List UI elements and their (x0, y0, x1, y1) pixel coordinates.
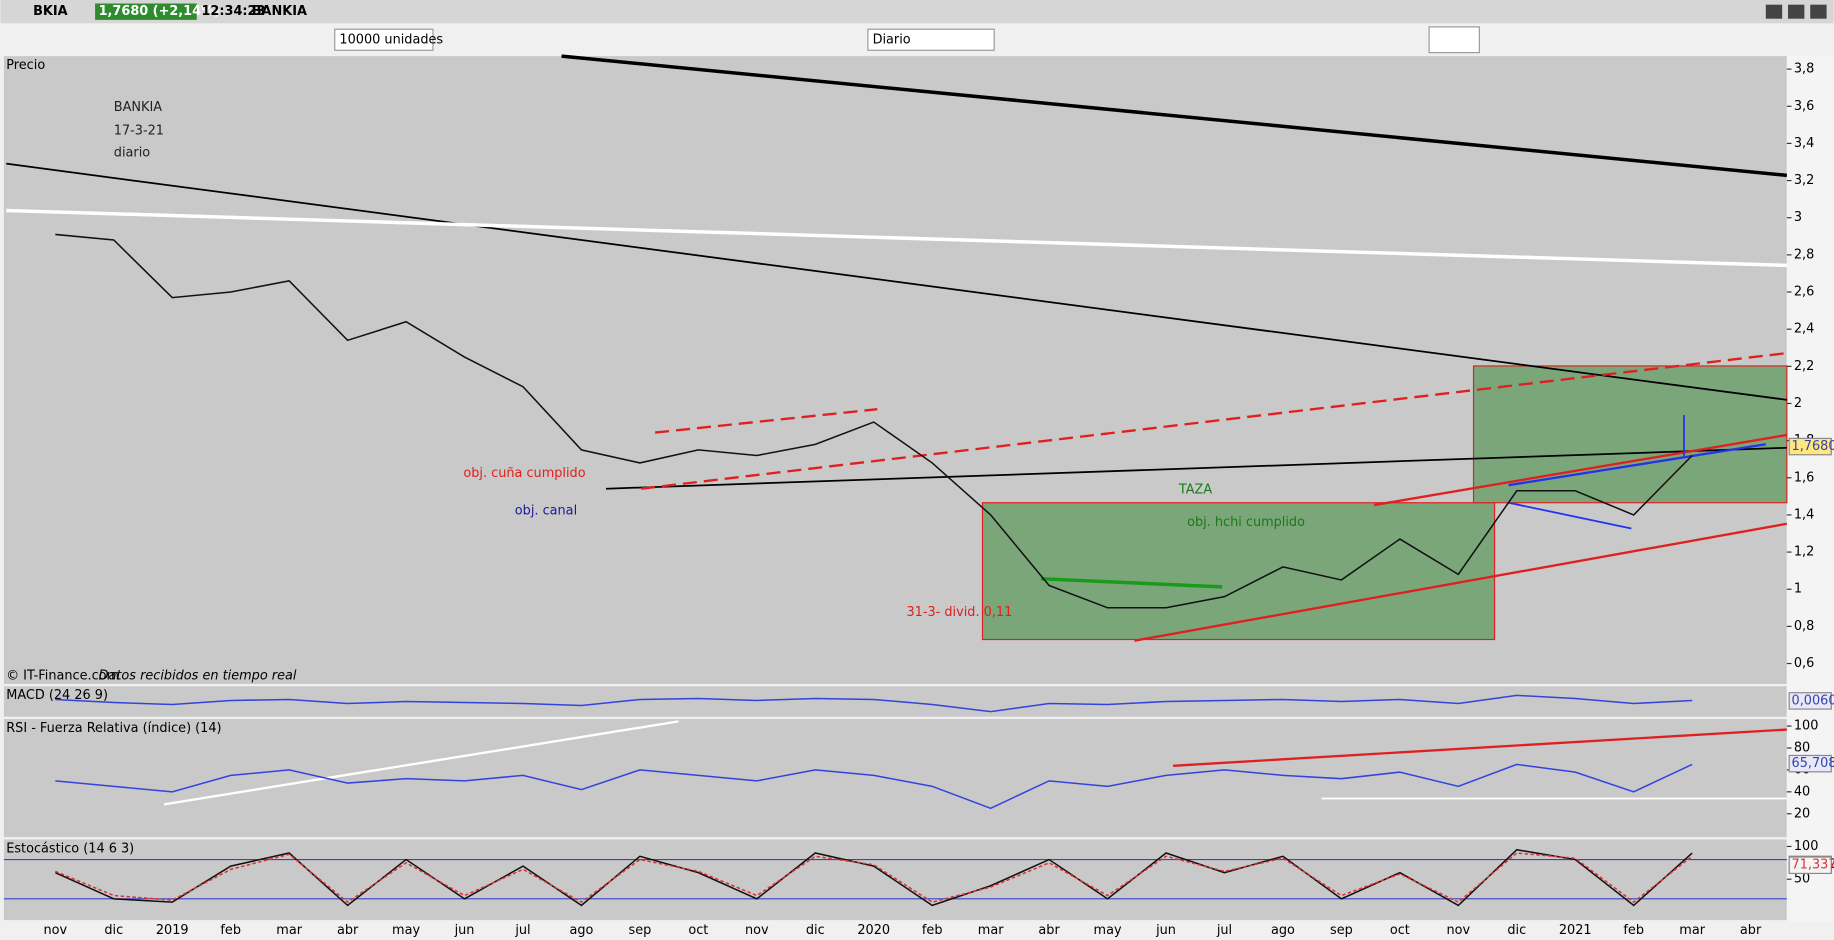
last-value-box (1788, 856, 1832, 874)
last-value: 0,0060 (1792, 693, 1834, 708)
y-tick-label: 2,6 (1794, 285, 1814, 300)
x-tick-label: dic (1507, 923, 1526, 938)
y-tick-label: 3,8 (1794, 62, 1814, 77)
window-button[interactable] (1765, 4, 1783, 19)
x-tick-label: mar (276, 923, 302, 938)
last-value: 1,7680 (1792, 439, 1834, 454)
x-tick-label: nov (1446, 923, 1470, 938)
x-tick-label: may (392, 923, 420, 938)
annotation: TAZA (1178, 482, 1212, 497)
y-tick-label: 2,8 (1794, 247, 1814, 262)
x-tick-label: oct (688, 923, 708, 938)
series-line (55, 694, 1693, 713)
annotation: obj. cuña cumplido (463, 466, 585, 481)
y-tick-label: 100 (1794, 839, 1819, 854)
annotation: obj. canal (515, 503, 577, 518)
credit: © IT-Finance.com (6, 668, 119, 683)
last-value: 65,708 (1792, 756, 1834, 771)
x-tick-label: ago (1271, 923, 1295, 938)
y-tick-label: 1,4 (1794, 507, 1814, 522)
x-tick-label: jun (1155, 923, 1176, 938)
x-tick-label: sep (1330, 923, 1353, 938)
annotation: obj. hchi cumplido (1187, 515, 1305, 530)
y-tick-label: 40 (1794, 784, 1810, 799)
name: BANKIA (252, 4, 307, 19)
annotations: BANKIA 17-3-21 diario obj. cuña cumplido… (6, 100, 1305, 683)
series-line (55, 763, 1693, 810)
annotation: 17-3-21 (114, 123, 164, 138)
x-tick-label: jul (1216, 923, 1232, 938)
x-tick-label: feb (1623, 923, 1644, 938)
last-value-box (1788, 754, 1832, 773)
quantity-select[interactable] (334, 28, 434, 51)
x-tick-label: mar (1679, 923, 1705, 938)
y-tick-label: 2 (1794, 396, 1802, 411)
y-tick-label: 100 (1794, 719, 1819, 734)
y-tick-label: 2,2 (1794, 359, 1814, 374)
credit-note: Datos recibidos en tiempo real (99, 668, 297, 683)
panel-title: Estocástico (14 6 3) (6, 841, 134, 856)
panel-title: Precio (6, 58, 45, 73)
y-tick-label: 1,6 (1794, 470, 1814, 485)
quote: 1,7680 (+2,14%) (99, 4, 220, 19)
trendlines (6, 54, 1788, 806)
time: 12:34:23 (201, 4, 265, 19)
panel-title: RSI - Fuerza Relativa (índice) (14) (6, 721, 221, 736)
x-tick-label: nov (44, 923, 68, 938)
period: Diario (873, 32, 911, 47)
x-tick-label: oct (1390, 923, 1410, 938)
x-tick-label: 2019 (156, 923, 189, 938)
y-tick-label: 3,6 (1794, 99, 1814, 114)
x-tick-label: 2021 (1559, 923, 1592, 938)
x-tick-label: abr (1038, 923, 1060, 938)
x-tick-label: feb (220, 923, 241, 938)
y-tick-label: 1,2 (1794, 545, 1814, 560)
x-tick-label: may (1094, 923, 1122, 938)
y-tick-label: 0,8 (1794, 619, 1814, 634)
cup-box (981, 502, 1496, 641)
y-tick-label: 1 (1794, 582, 1802, 597)
y-tick-label: 3 (1794, 210, 1802, 225)
x-tick-label: abr (337, 923, 359, 938)
x-tick-label: jul (514, 923, 530, 938)
chart-style-button[interactable] (1428, 26, 1480, 54)
last-value-box (1788, 437, 1832, 456)
x-tick-label: dic (806, 923, 825, 938)
annotation: BANKIA (114, 100, 162, 115)
symbol: BKIA (33, 4, 68, 19)
quantity: 10000 unidades (339, 32, 443, 47)
y-axis-area (1786, 56, 1834, 922)
annotation: 31-3- divid. 0,11 (906, 605, 1012, 620)
period-select[interactable] (867, 28, 995, 51)
quote-box (95, 3, 197, 20)
y-tick-label: 50 (1794, 872, 1810, 887)
y-tick-label: 2,4 (1794, 322, 1814, 337)
series-line (55, 852, 1693, 904)
panel-title: MACD (24 26 9) (6, 688, 108, 703)
title-bar (0, 0, 1834, 24)
annotation: diario (114, 146, 150, 161)
y-tick-label: 3,4 (1794, 136, 1814, 151)
last-value: 71,337 (1792, 858, 1834, 873)
rsi-panel (3, 719, 1787, 838)
x-tick-label: jun (454, 923, 475, 938)
y-tick-label: 3,2 (1794, 173, 1814, 188)
x-tick-label: sep (629, 923, 652, 938)
x-tick-label: abr (1740, 923, 1762, 938)
y-tick-label: 0,6 (1794, 656, 1814, 671)
x-tick-label: ago (569, 923, 593, 938)
x-tick-label: nov (745, 923, 769, 938)
last-value-box (1788, 692, 1832, 710)
window-button[interactable] (1788, 4, 1805, 19)
x-tick-label: feb (922, 923, 943, 938)
series-line (55, 233, 1693, 609)
y-tick-label: 80 (1794, 740, 1810, 755)
close-button[interactable] (1810, 4, 1827, 19)
y-tick-label: 20 (1794, 806, 1810, 821)
x-tick-label: mar (978, 923, 1004, 938)
x-tick-label: dic (104, 923, 123, 938)
x-tick-label: 2020 (857, 923, 890, 938)
